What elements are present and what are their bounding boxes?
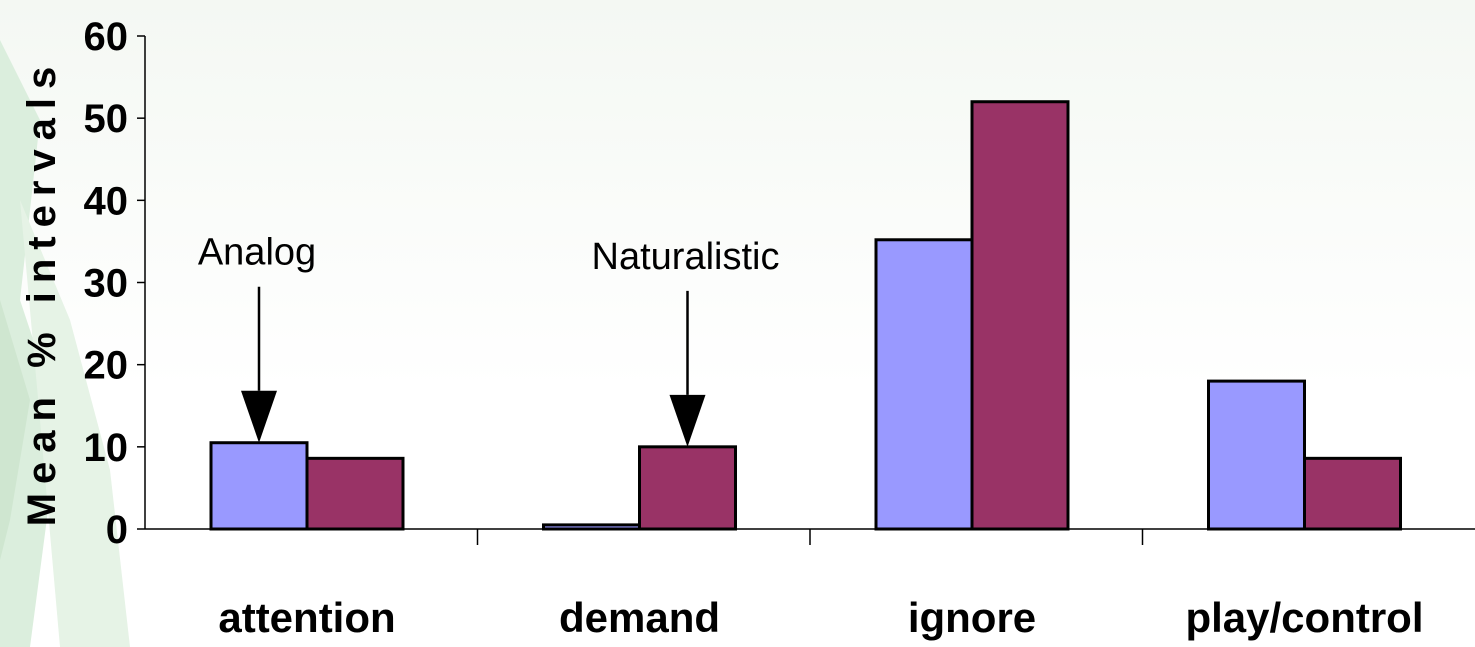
x-category-label: demand xyxy=(559,594,720,641)
y-tick-label: 10 xyxy=(84,426,129,470)
bar-analog xyxy=(542,523,641,531)
y-tick-label: 50 xyxy=(84,97,129,141)
bars xyxy=(209,100,1402,531)
y-tick-label: 0 xyxy=(106,508,128,552)
x-category-labels: attention demand ignore play/control xyxy=(218,594,1423,641)
annotation-label: Analog xyxy=(198,232,316,274)
x-category-label: attention xyxy=(218,594,395,641)
annotation-arrow-head xyxy=(669,394,706,447)
annotations: Analog Naturalistic xyxy=(198,232,780,447)
bar-naturalistic xyxy=(638,445,737,531)
annotation-arrow-head xyxy=(241,390,277,443)
y-tick-label: 20 xyxy=(84,344,129,388)
x-ticks xyxy=(476,529,1144,545)
y-tick-label: 30 xyxy=(84,262,129,306)
bar-analog xyxy=(209,441,309,531)
y-tick-label: 60 xyxy=(84,15,129,59)
y-ticks: 0 10 20 30 40 50 60 xyxy=(84,15,145,552)
bar-naturalistic xyxy=(970,100,1070,531)
y-tick-label: 40 xyxy=(84,179,129,223)
bar-analog xyxy=(1207,379,1306,531)
x-category-label: play/control xyxy=(1185,594,1423,641)
bar-naturalistic xyxy=(305,456,405,531)
x-category-label: ignore xyxy=(908,594,1036,641)
bar-analog xyxy=(874,238,974,531)
annotation-label: Naturalistic xyxy=(592,236,780,278)
bar-naturalistic xyxy=(1303,456,1402,531)
y-axis-label: Mean % intervals xyxy=(20,58,64,527)
